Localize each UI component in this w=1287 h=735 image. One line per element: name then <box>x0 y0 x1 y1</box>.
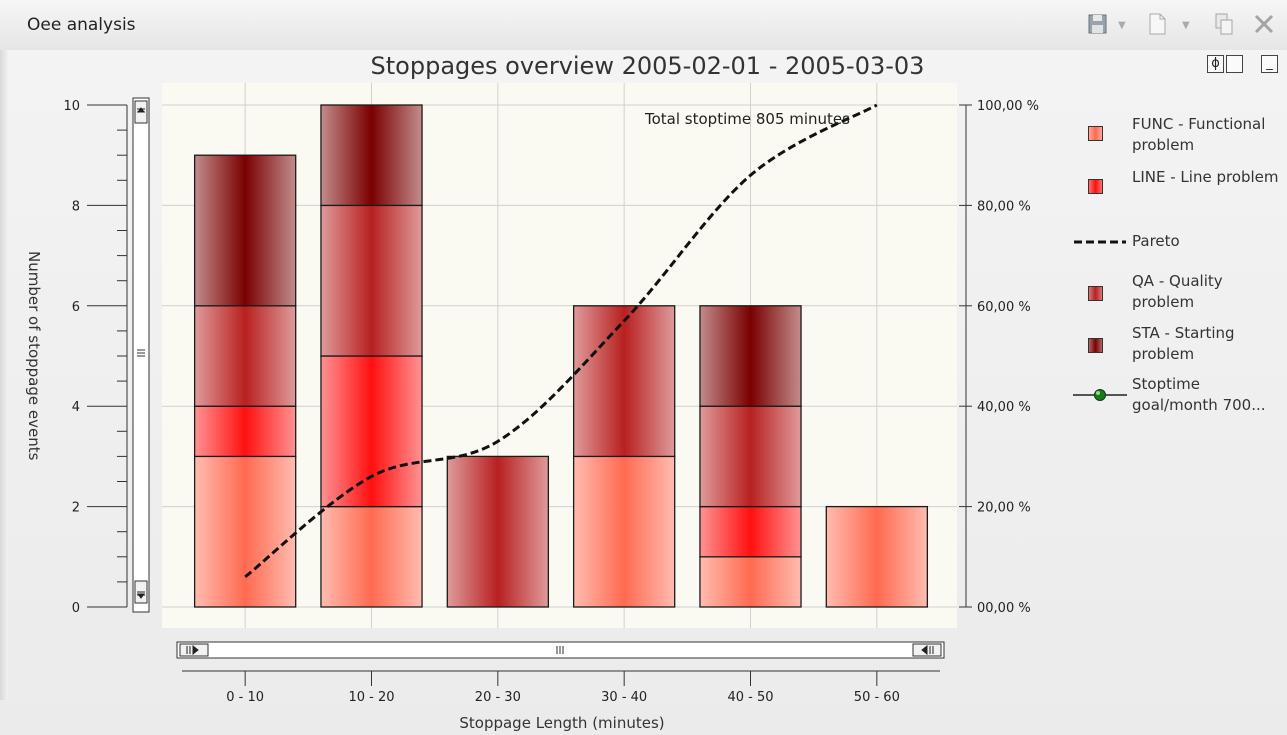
x-tick-label: 0 - 10 <box>226 690 264 705</box>
x-tick-label: 20 - 30 <box>475 690 521 705</box>
y-tick-label: 2 <box>72 501 80 516</box>
legend-label: QA - Quality problem <box>1132 272 1223 311</box>
new-document-icon[interactable] <box>1146 12 1168 36</box>
bar-segment <box>446 455 550 608</box>
legend-label: LINE - Line problem <box>1132 168 1279 186</box>
horizontal-scroll-grip-icon <box>556 646 564 654</box>
close-icon[interactable] <box>1253 12 1275 36</box>
chart-minimize-button[interactable]: _ <box>1261 55 1278 73</box>
vertical-scroll-grip-icon <box>137 349 145 357</box>
x-tick-label: 50 - 60 <box>854 690 900 705</box>
y2-tick-label: 100,00 % <box>977 99 1039 114</box>
bar-segment <box>193 405 297 458</box>
y-tick-label: 4 <box>72 400 80 415</box>
y-tick-label: 0 <box>72 601 80 616</box>
bar-segment <box>320 204 423 357</box>
bar-segment <box>320 355 423 508</box>
pareto-line <box>244 103 878 579</box>
bar-segment <box>699 505 802 558</box>
chart-title: Stoppages overview 2005-02-01 - 2005-03-… <box>370 52 925 80</box>
bar-segment <box>572 455 676 608</box>
scroll-top-arrow-icon <box>137 107 145 113</box>
legend-swatch <box>1088 126 1103 141</box>
x-tick-label: 40 - 50 <box>727 690 773 705</box>
legend-label: Pareto <box>1132 232 1180 250</box>
x-tick-label: 10 - 20 <box>348 690 394 705</box>
legend-swatch <box>1088 286 1103 301</box>
legend-swatch <box>1088 338 1103 353</box>
bar-segment <box>699 405 802 508</box>
bar-segment <box>320 505 423 608</box>
y-tick-label: 6 <box>72 300 80 315</box>
copy-icon[interactable] <box>1213 12 1235 36</box>
y2-tick-label: 40,00 % <box>977 400 1031 415</box>
scroll-left-arrow-icon <box>186 644 199 656</box>
save-dropdown-icon[interactable]: ▼ <box>1118 20 1126 31</box>
legend-label: FUNC - Functional problem <box>1132 115 1266 154</box>
pareto-legend-line-icon <box>1074 240 1126 244</box>
bar-segment <box>699 556 802 608</box>
scroll-right-arrow-icon <box>921 644 934 656</box>
legend-label: STA - Starting problem <box>1132 324 1235 363</box>
bar-segment <box>572 305 676 458</box>
vertical-scrollbar <box>132 97 150 613</box>
window-title-bar: Oee analysis ▼ ▼ <box>0 0 1287 50</box>
y2-tick-label: 80,00 % <box>977 199 1031 214</box>
bar-segment <box>193 455 297 608</box>
save-icon[interactable] <box>1087 12 1109 36</box>
bar-segment <box>193 305 297 407</box>
y2-tick-label: 00,00 % <box>977 601 1031 616</box>
total-stoptime-annotation: Total stoptime 805 minutes <box>644 110 850 128</box>
y-tick-label: 10 <box>63 99 80 114</box>
y-tick-label: 8 <box>72 199 80 214</box>
y-axis-title: Number of stoppage events <box>25 251 43 461</box>
goal-legend-line-icon <box>1073 389 1127 401</box>
bar-segment <box>825 505 929 608</box>
bar-segment <box>699 305 802 407</box>
x-tick-label: 30 - 40 <box>601 690 647 705</box>
legend-label: Stoptime goal/month 700... <box>1132 375 1266 414</box>
scroll-bottom-arrow-icon <box>137 591 145 599</box>
left-panel-edge <box>0 50 8 700</box>
legend-swatch <box>1088 179 1103 194</box>
x-axis-title: Stoppage Length (minutes) <box>459 714 665 732</box>
new-dropdown-icon[interactable]: ▼ <box>1182 20 1190 31</box>
y2-tick-label: 20,00 % <box>977 501 1031 516</box>
bar-segment <box>320 104 423 207</box>
chart-option-button[interactable]: ɸ <box>1207 55 1224 73</box>
window-title: Oee analysis <box>27 15 136 35</box>
y2-tick-label: 60,00 % <box>977 300 1031 315</box>
bar-segment <box>193 154 297 307</box>
chart-maximize-button[interactable] <box>1226 55 1243 73</box>
